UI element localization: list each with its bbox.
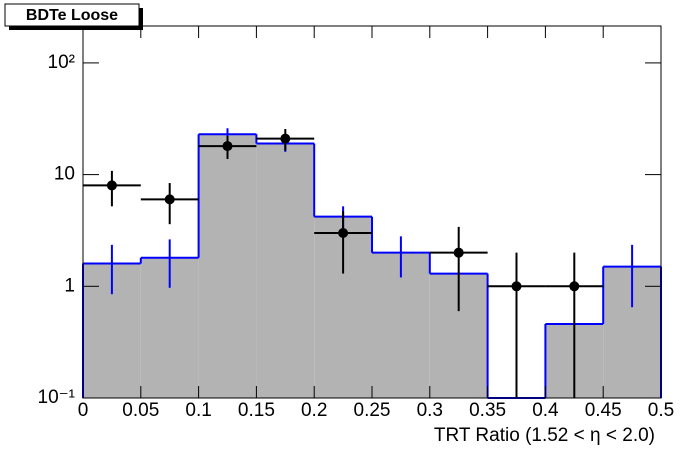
x-tick-label: 0.4 <box>532 400 559 421</box>
histogram-bar <box>198 134 257 398</box>
y-tick-label: 10⁻¹ <box>38 387 76 408</box>
data-point <box>222 141 233 152</box>
x-tick-label: 0.35 <box>469 400 506 421</box>
x-tick-label: 0.05 <box>122 400 159 421</box>
x-axis-label: TRT Ratio (1.52 < η < 2.0) <box>434 425 655 446</box>
y-tick-label: 1 <box>64 275 75 296</box>
y-tick-label: 10² <box>48 52 75 73</box>
data-point <box>511 281 522 292</box>
data-point <box>280 133 291 144</box>
y-tick-label: 10 <box>54 164 75 185</box>
title-box <box>4 3 140 27</box>
data-point <box>164 194 175 205</box>
x-tick-label: 0.15 <box>238 400 275 421</box>
data-point <box>453 247 464 258</box>
x-tick-label: 0.45 <box>585 400 622 421</box>
x-tick-label: 0 <box>78 400 89 421</box>
data-point <box>338 228 349 239</box>
x-tick-label: 0.3 <box>417 400 443 421</box>
histogram-bar <box>256 143 315 398</box>
x-tick-label: 0.25 <box>354 400 391 421</box>
x-tick-label: 0.5 <box>648 400 674 421</box>
data-point <box>106 180 117 191</box>
x-tick-label: 0.1 <box>185 400 211 421</box>
chart-title: BDTe Loose <box>26 7 118 24</box>
x-tick-label: 0.2 <box>301 400 327 421</box>
data-point <box>569 281 580 292</box>
